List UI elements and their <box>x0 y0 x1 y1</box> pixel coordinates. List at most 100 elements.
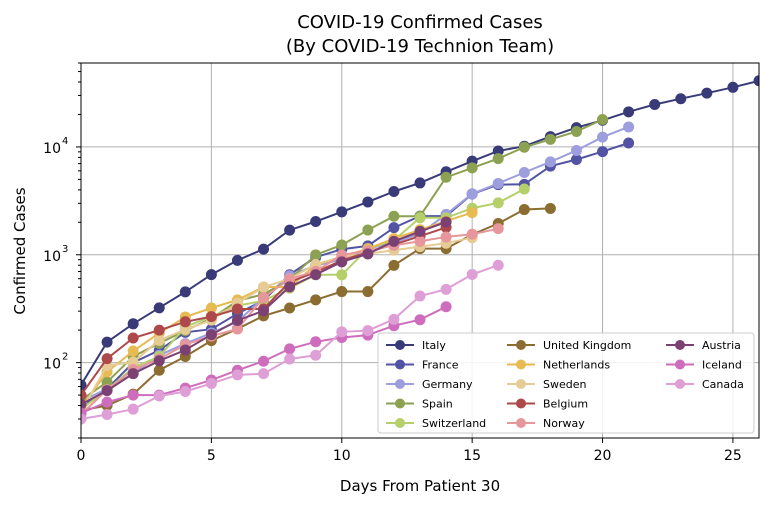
x-tick-label: 25 <box>724 448 742 464</box>
chart-subtitle: (By COVID-19 Technion Team) <box>286 36 554 57</box>
data-point <box>179 385 191 397</box>
y-tick-label: 10 <box>43 249 61 265</box>
data-point <box>81 389 87 401</box>
legend-entry: France <box>386 359 459 372</box>
data-point <box>153 364 165 376</box>
legend-box <box>377 332 755 434</box>
data-point <box>570 153 582 165</box>
data-point <box>388 259 400 271</box>
data-point <box>284 302 296 314</box>
data-point <box>675 93 687 105</box>
legend-marker <box>516 418 526 428</box>
data-point <box>310 336 322 348</box>
data-point <box>231 314 243 326</box>
data-point <box>466 268 478 280</box>
data-point <box>727 81 739 93</box>
data-point <box>179 286 191 298</box>
data-point <box>518 204 530 216</box>
legend-marker <box>395 359 405 370</box>
legend-entry: Belgium <box>507 398 588 411</box>
data-point <box>258 305 270 317</box>
legend-marker <box>395 340 405 350</box>
data-point <box>649 98 661 110</box>
legend-marker <box>395 418 405 428</box>
x-tick-label: 15 <box>463 448 481 464</box>
series-line <box>81 211 473 409</box>
legend-entry: Canada <box>666 378 744 391</box>
legend-marker <box>675 340 685 350</box>
legend-entry: Germany <box>386 378 473 391</box>
data-point <box>153 355 165 367</box>
data-point <box>101 376 113 388</box>
y-tick-label: 10 <box>43 357 61 373</box>
data-point <box>492 177 504 189</box>
legend-entry: Austria <box>666 339 741 352</box>
data-point <box>153 302 165 314</box>
data-point <box>310 215 322 227</box>
data-point <box>205 311 217 323</box>
x-tick-label: 20 <box>594 448 612 464</box>
data-point <box>258 368 270 380</box>
data-point <box>258 281 270 293</box>
plot-frame <box>80 62 760 439</box>
y-tick-label: 10 <box>43 141 61 157</box>
data-point <box>362 286 374 298</box>
data-point <box>440 283 452 295</box>
data-point <box>81 413 87 425</box>
data-point <box>388 186 400 198</box>
data-point <box>310 269 322 281</box>
legend-label: Norway <box>543 417 585 430</box>
legend-label: Belgium <box>543 398 588 411</box>
data-point <box>597 131 609 143</box>
data-point <box>336 206 348 218</box>
data-point <box>205 269 217 281</box>
series-line <box>81 125 629 403</box>
data-point <box>101 353 113 365</box>
legend-marker <box>395 398 405 409</box>
x-tick-label: 10 <box>333 448 351 464</box>
data-point <box>414 225 426 237</box>
series-austria <box>81 216 452 410</box>
data-point <box>623 137 635 149</box>
data-point <box>231 369 243 381</box>
x-axis-label: Days From Patient 30 <box>340 477 500 495</box>
data-point <box>362 248 374 260</box>
data-point <box>127 403 139 415</box>
data-point <box>231 323 243 335</box>
data-point <box>623 121 635 133</box>
data-point <box>388 313 400 325</box>
data-point <box>205 329 217 341</box>
legend-entry: Iceland <box>666 359 742 372</box>
data-point <box>466 188 478 200</box>
data-point <box>231 303 243 315</box>
data-point <box>544 133 556 145</box>
legend-entry: Spain <box>386 398 453 411</box>
legend-marker <box>395 379 405 389</box>
legend-entry: Netherlands <box>507 359 610 372</box>
legend-marker <box>675 379 685 389</box>
data-point <box>284 353 296 365</box>
series-canada <box>81 259 504 425</box>
legend-entry: Sweden <box>507 378 586 391</box>
data-point <box>101 336 113 348</box>
data-point <box>127 368 139 380</box>
data-point <box>466 207 478 219</box>
data-point <box>153 334 165 346</box>
data-point <box>466 162 478 174</box>
data-point <box>466 228 478 240</box>
data-point <box>258 292 270 304</box>
data-point <box>336 286 348 298</box>
legend-label: Iceland <box>702 359 742 372</box>
data-point <box>492 259 504 271</box>
plot-area <box>81 75 759 425</box>
legend-marker <box>516 379 526 389</box>
series-line <box>81 236 473 413</box>
data-point <box>205 302 217 314</box>
data-point <box>597 113 609 125</box>
y-axis-label: Confirmed Cases <box>11 187 29 314</box>
data-point <box>362 196 374 208</box>
data-point <box>310 249 322 261</box>
data-point <box>284 281 296 293</box>
data-point <box>258 243 270 255</box>
data-point <box>179 323 191 335</box>
